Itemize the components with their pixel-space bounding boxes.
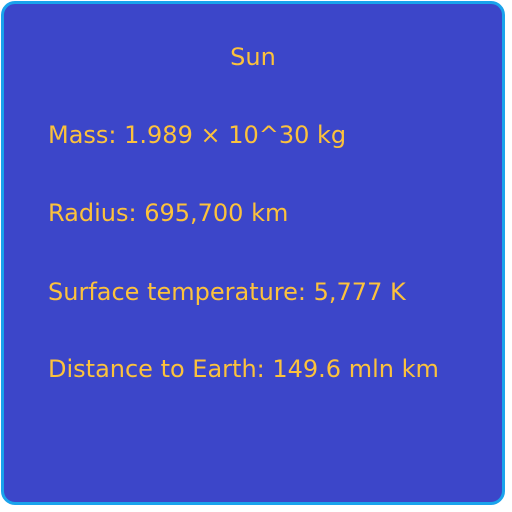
distance-to-earth-text: Distance to Earth: 149.6 mln km (48, 355, 439, 383)
surface-temperature-text: Surface temperature: 5,777 K (48, 278, 406, 306)
mass-text: Mass: 1.989 × 10^30 kg (48, 121, 347, 149)
card-title: Sun (230, 43, 276, 71)
radius-text: Radius: 695,700 km (48, 199, 289, 227)
info-card: Sun Mass: 1.989 × 10^30 kg Radius: 695,7… (1, 1, 505, 505)
